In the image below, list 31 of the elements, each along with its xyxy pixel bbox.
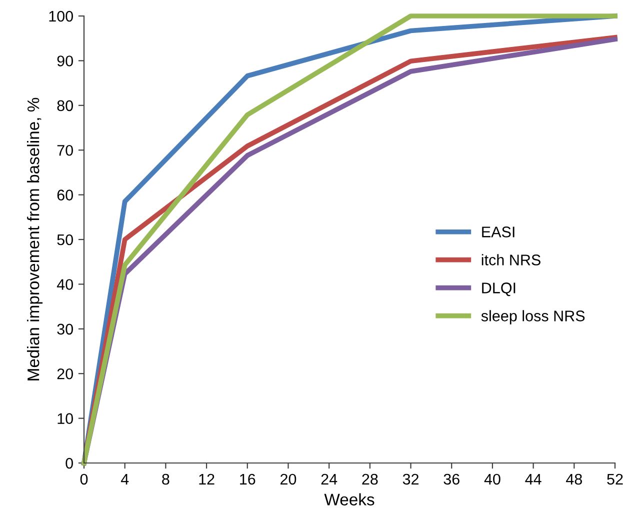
x-tick-label: 24	[321, 474, 338, 484]
legend-label: sleep loss NRS	[481, 310, 585, 324]
x-tick-label: 36	[444, 474, 460, 485]
y-tick-label: 40	[56, 279, 73, 290]
x-tick-label: 4	[120, 474, 129, 484]
legend-label: DLQI	[482, 282, 516, 296]
x-tick-label: 44	[525, 474, 542, 484]
x-tick-label: 0	[80, 474, 88, 485]
x-tick-label: 48	[566, 474, 582, 485]
x-axis-title: Weeks	[324, 493, 374, 506]
y-tick-label: 0	[66, 458, 73, 469]
x-tick-label: 32	[402, 474, 418, 485]
y-tick-label: 60	[57, 190, 73, 200]
legend-label: itch NRS	[482, 254, 540, 266]
y-tick-label: 90	[57, 56, 73, 66]
y-tick-label: 10	[58, 413, 73, 424]
y-tick-label: 70	[57, 144, 73, 156]
x-tick-label: 28	[362, 474, 378, 485]
y-tick-label: 30	[57, 324, 73, 335]
x-tick-label: 8	[162, 474, 170, 485]
x-tick-label: 20	[280, 474, 296, 485]
y-tick-label: 20	[57, 368, 73, 380]
y-axis-title: Median improvement from baseline, %	[27, 98, 43, 380]
y-tick-label: 80	[57, 100, 73, 112]
x-tick-label: 16	[240, 474, 256, 485]
legend-label: EASI	[482, 226, 514, 238]
x-tick-label: 52	[607, 474, 623, 485]
x-tick-label: 12	[199, 474, 214, 484]
x-tick-label: 40	[484, 474, 500, 485]
y-tick-label: 50	[57, 234, 73, 246]
y-tick-label: 100	[49, 10, 73, 22]
